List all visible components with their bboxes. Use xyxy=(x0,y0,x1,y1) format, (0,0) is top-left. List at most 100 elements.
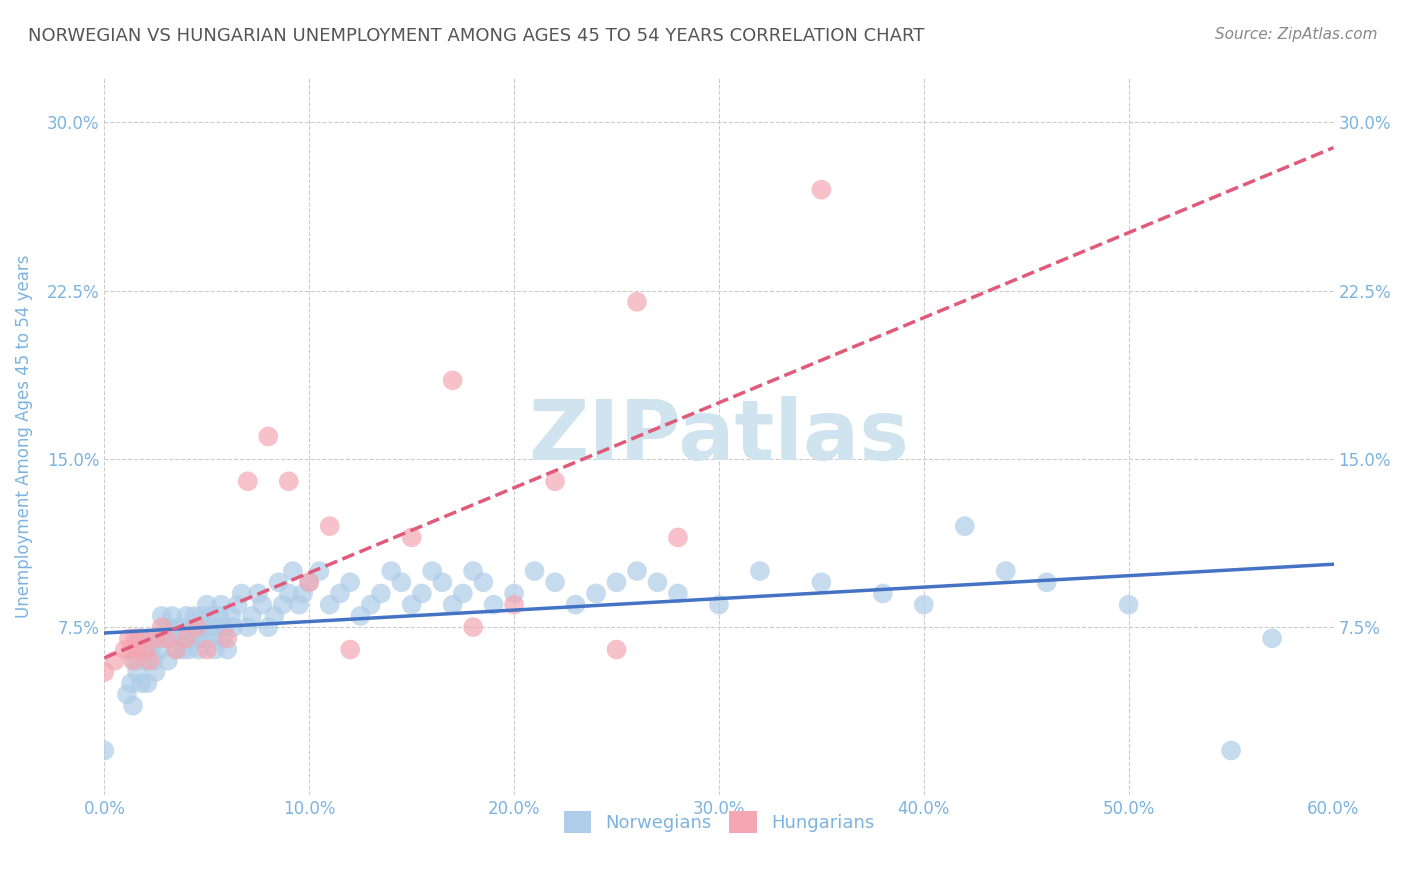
Point xyxy=(319,598,342,612)
Point xyxy=(179,632,201,646)
Point xyxy=(605,642,627,657)
Point xyxy=(141,642,163,657)
Point xyxy=(482,598,505,612)
Point xyxy=(150,608,173,623)
Point xyxy=(190,620,212,634)
Point xyxy=(250,598,273,612)
Point xyxy=(191,608,214,623)
Point xyxy=(205,620,228,634)
Point xyxy=(93,743,115,757)
Point xyxy=(236,620,259,634)
Point xyxy=(380,564,402,578)
Point xyxy=(93,665,115,679)
Point xyxy=(200,608,222,623)
Point xyxy=(222,620,245,634)
Point xyxy=(420,564,443,578)
Point xyxy=(181,620,204,634)
Point xyxy=(134,642,156,657)
Point xyxy=(432,575,454,590)
Point xyxy=(1261,632,1284,646)
Point xyxy=(150,620,173,634)
Point xyxy=(221,608,243,623)
Point xyxy=(231,586,253,600)
Point xyxy=(155,620,177,634)
Point xyxy=(127,665,149,679)
Point xyxy=(194,632,217,646)
Point xyxy=(585,586,607,600)
Point xyxy=(1035,575,1057,590)
Point xyxy=(647,575,669,590)
Point xyxy=(198,620,221,634)
Point xyxy=(247,586,270,600)
Point xyxy=(267,575,290,590)
Point xyxy=(165,642,187,657)
Point xyxy=(138,654,160,668)
Point xyxy=(195,598,218,612)
Point xyxy=(146,632,169,646)
Point xyxy=(329,586,352,600)
Point xyxy=(994,564,1017,578)
Point xyxy=(1220,743,1243,757)
Point xyxy=(292,586,315,600)
Point xyxy=(115,688,138,702)
Legend: Norwegians, Hungarians: Norwegians, Hungarians xyxy=(553,800,886,844)
Point xyxy=(810,183,832,197)
Point xyxy=(172,642,194,657)
Point xyxy=(186,632,208,646)
Point xyxy=(176,632,198,646)
Point xyxy=(177,642,200,657)
Point xyxy=(544,575,567,590)
Point xyxy=(666,586,689,600)
Point xyxy=(176,608,198,623)
Point xyxy=(169,620,191,634)
Point xyxy=(136,676,159,690)
Point xyxy=(149,642,172,657)
Point xyxy=(707,598,730,612)
Text: NORWEGIAN VS HUNGARIAN UNEMPLOYMENT AMONG AGES 45 TO 54 YEARS CORRELATION CHART: NORWEGIAN VS HUNGARIAN UNEMPLOYMENT AMON… xyxy=(28,27,925,45)
Point xyxy=(339,642,361,657)
Point xyxy=(201,632,224,646)
Point xyxy=(472,575,495,590)
Point xyxy=(411,586,433,600)
Point xyxy=(441,373,464,387)
Point xyxy=(281,564,304,578)
Point xyxy=(370,586,392,600)
Point xyxy=(187,642,209,657)
Point xyxy=(167,632,190,646)
Point xyxy=(165,642,187,657)
Point xyxy=(183,608,205,623)
Point xyxy=(401,530,423,544)
Point xyxy=(257,620,280,634)
Point xyxy=(212,632,235,646)
Point xyxy=(288,598,311,612)
Point xyxy=(173,632,195,646)
Point xyxy=(257,429,280,443)
Point xyxy=(128,632,150,646)
Point xyxy=(104,654,127,668)
Point xyxy=(605,575,627,590)
Point xyxy=(441,598,464,612)
Point xyxy=(129,632,152,646)
Point xyxy=(127,642,149,657)
Point xyxy=(124,654,146,668)
Point xyxy=(298,575,321,590)
Point xyxy=(271,598,294,612)
Point xyxy=(953,519,976,533)
Point xyxy=(1118,598,1140,612)
Point xyxy=(451,586,474,600)
Point xyxy=(564,598,586,612)
Point xyxy=(748,564,770,578)
Point xyxy=(401,598,423,612)
Point xyxy=(308,564,330,578)
Point xyxy=(461,564,484,578)
Point xyxy=(217,642,239,657)
Point xyxy=(544,475,567,489)
Point xyxy=(122,654,145,668)
Point xyxy=(626,564,648,578)
Point xyxy=(120,642,142,657)
Point xyxy=(209,598,232,612)
Point xyxy=(118,632,141,646)
Point xyxy=(142,654,165,668)
Point xyxy=(319,519,342,533)
Point xyxy=(145,632,167,646)
